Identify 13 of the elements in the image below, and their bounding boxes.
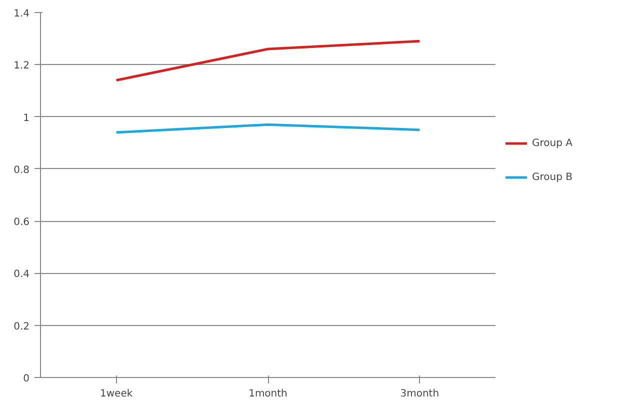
y-tick-label: 1.4 (14, 8, 30, 20)
legend-label: Group B (532, 172, 572, 182)
y-tick-label: 0.8 (14, 164, 30, 176)
x-tick-label: 1month (248, 388, 288, 400)
x-tick-label: 3month (400, 388, 440, 400)
y-tick-label: 0.2 (14, 321, 30, 332)
y-tick-label: 1 (23, 112, 30, 124)
legend-label: Group A (532, 138, 572, 148)
y-tick-label: 0.4 (14, 269, 30, 280)
x-tick-label: 1week (100, 388, 133, 400)
y-tick-label: 0 (23, 374, 30, 384)
y-tick-label: 0.6 (14, 217, 30, 228)
y-tick-label: 1.2 (14, 60, 30, 72)
